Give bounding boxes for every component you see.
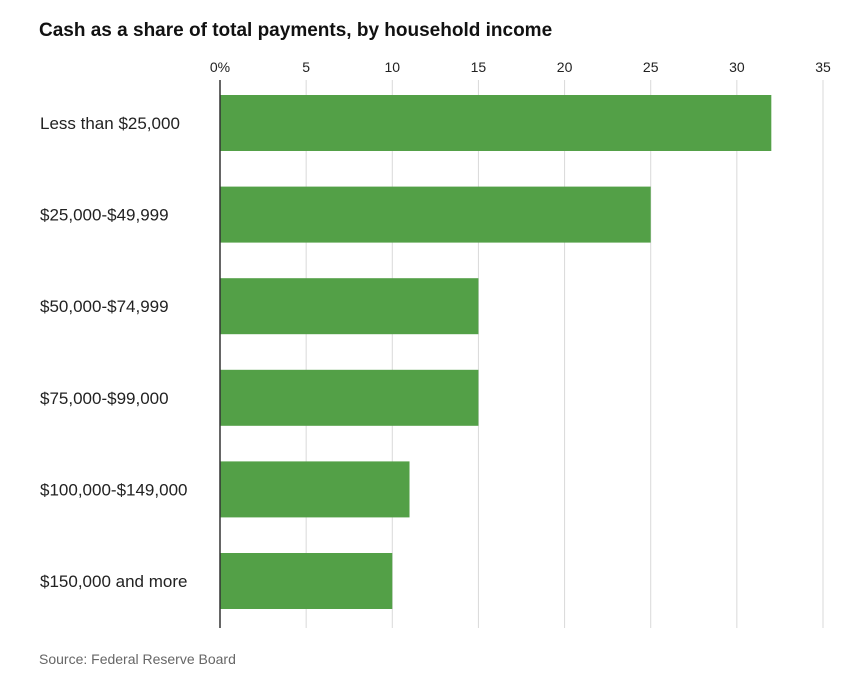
source-note: Source: Federal Reserve Board [39, 651, 236, 667]
x-tick-label: 20 [557, 59, 573, 75]
bar [220, 553, 393, 609]
category-label: Less than $25,000 [40, 114, 180, 133]
category-label: $75,000-$99,000 [40, 389, 169, 408]
bars [220, 95, 772, 609]
x-tick-label: 5 [302, 59, 310, 75]
category-label: $100,000-$149,000 [40, 480, 187, 499]
bar [220, 95, 772, 151]
x-tick-label: 30 [729, 59, 745, 75]
bar [220, 278, 479, 335]
category-labels: Less than $25,000 $25,000-$49,999 $50,000-… [40, 114, 187, 591]
x-tick-label: 25 [643, 59, 659, 75]
x-tick-label: 15 [471, 59, 487, 75]
x-tick-label: 0% [210, 59, 230, 75]
x-tick-label: 10 [384, 59, 400, 75]
category-label: $50,000-$74,999 [40, 297, 169, 316]
x-axis-ticks: 0% 5 10 15 20 25 30 35 [210, 59, 831, 75]
grid-layer [305, 80, 824, 628]
chart-title: Cash as a share of total payments, by ho… [39, 20, 552, 41]
category-label: $25,000-$49,999 [40, 206, 169, 225]
bar [220, 186, 651, 243]
category-label: $150,000 and more [40, 572, 187, 591]
bar [220, 461, 410, 518]
bar [220, 369, 479, 426]
x-tick-label: 35 [815, 59, 831, 75]
